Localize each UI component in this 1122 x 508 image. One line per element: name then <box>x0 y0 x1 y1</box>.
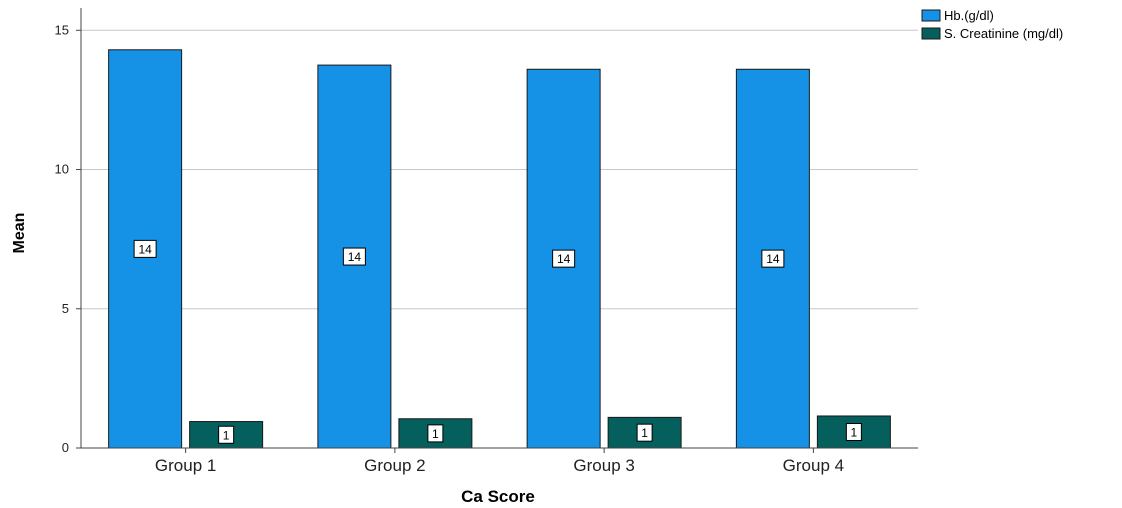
legend-swatch <box>921 27 941 40</box>
data-label-box <box>218 425 235 444</box>
x-tick-label: Group 2 <box>364 456 425 475</box>
legend-swatch <box>921 9 941 22</box>
y-tick-label: 10 <box>55 162 69 177</box>
data-label: 14 <box>138 242 152 256</box>
y-axis-title: Mean <box>11 213 28 254</box>
data-label-box <box>636 423 653 442</box>
data-label-box <box>552 249 576 268</box>
data-label: 14 <box>348 250 362 264</box>
x-axis-title: Ca Score <box>461 487 535 506</box>
y-tick-label: 5 <box>62 301 69 316</box>
data-label: 1 <box>641 426 648 440</box>
data-label: 1 <box>851 425 858 439</box>
data-label: 14 <box>766 252 780 266</box>
legend-label: Hb.(g/dl) <box>944 8 994 23</box>
bars <box>108 49 891 449</box>
x-tick-label: Group 4 <box>783 456 844 475</box>
y-tick-label: 15 <box>55 22 69 37</box>
data-label-box <box>761 249 785 268</box>
data-label: 1 <box>432 427 439 441</box>
x-tick-label: Group 1 <box>155 456 216 475</box>
data-label: 1 <box>223 428 230 442</box>
data-label-box <box>427 424 444 443</box>
legend: Hb.(g/dl) S. Creatinine (mg/dl) <box>921 8 1063 41</box>
data-label-box <box>342 247 366 266</box>
data-label: 14 <box>557 252 571 266</box>
y-tick-label: 0 <box>62 440 69 455</box>
data-label-box <box>133 239 157 258</box>
legend-label: S. Creatinine (mg/dl) <box>944 26 1063 41</box>
axes: 0 5 10 15 Group 1 Group 2 Group 3 Group 4 <box>55 8 918 475</box>
x-tick-label: Group 3 <box>573 456 634 475</box>
data-label-box <box>845 422 862 441</box>
data-labels: 14 1 14 1 14 1 14 1 <box>133 239 862 444</box>
